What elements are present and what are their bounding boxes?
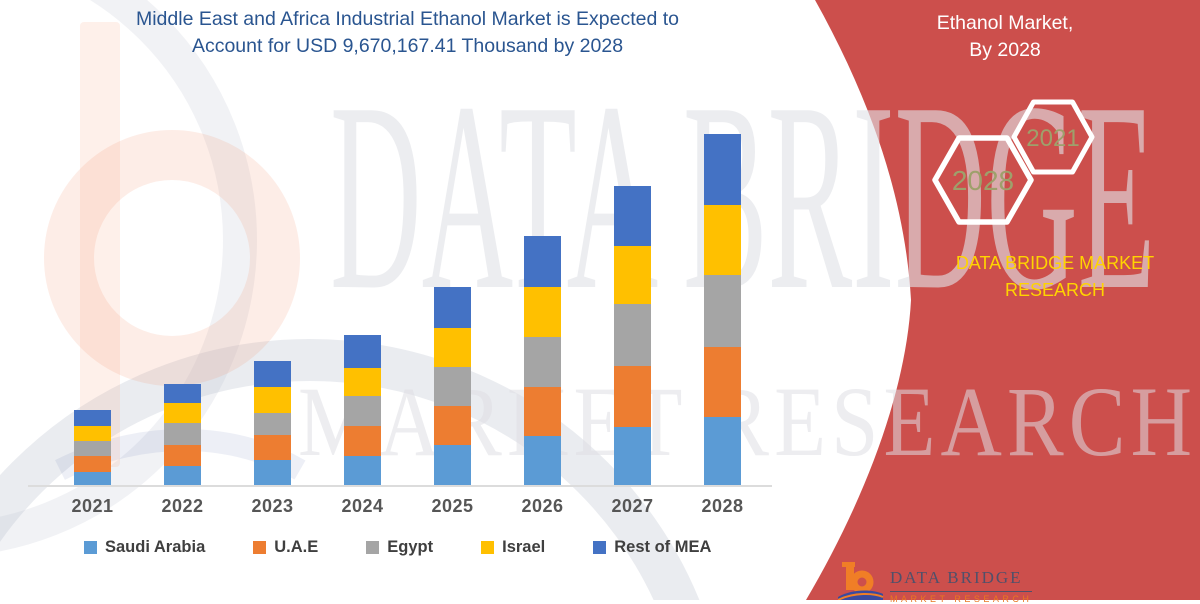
bar-column-2021 [74, 410, 111, 486]
bar-segment [254, 460, 291, 486]
bar-column-2026 [524, 236, 561, 486]
bar-segment [614, 246, 651, 304]
bar-column-2022 [164, 384, 201, 486]
bar-segment [344, 426, 381, 456]
data-bridge-logo-icon [838, 562, 884, 600]
bar-segment [254, 387, 291, 413]
bar-segment [524, 287, 561, 337]
bar-segment [704, 134, 741, 205]
x-axis-label: 2022 [161, 496, 204, 516]
legend-swatch [481, 541, 495, 554]
bar-segment [434, 406, 471, 445]
bar-segment [704, 275, 741, 347]
bar-segment [74, 456, 111, 472]
brand-text-line1: DATA BRIDGE MARKET [955, 253, 1155, 273]
bar-segment [434, 445, 471, 486]
x-axis-label: 2021 [71, 496, 114, 516]
legend-label: Israel [502, 538, 546, 556]
bar-segment [434, 328, 471, 367]
bar-segment [164, 445, 201, 466]
year-hexagons: 2021 2028 [932, 99, 1095, 225]
legend-label: Saudi Arabia [105, 538, 206, 556]
hexagon-2028-year: 2028 [952, 165, 1014, 196]
bar-segment [434, 287, 471, 328]
x-axis-label: 2025 [431, 496, 474, 516]
bar-column-2024 [344, 335, 381, 486]
chart-title: Middle East and Africa Industrial Ethano… [55, 6, 760, 60]
legend-swatch [253, 541, 267, 554]
bar-segment [524, 337, 561, 387]
legend-swatch [593, 541, 607, 554]
bar-segment [74, 426, 111, 441]
bar-segment [164, 466, 201, 486]
brand-text: DATA BRIDGE MARKET RESEARCH [920, 250, 1190, 304]
legend-label: Egypt [387, 538, 434, 556]
bar-column-2028 [704, 134, 741, 486]
legend-label: U.A.E [274, 538, 319, 556]
bar-column-2023 [254, 361, 291, 486]
legend-item: Israel [481, 538, 545, 557]
legend-swatch [366, 541, 380, 554]
chart-title-line1: Middle East and Africa Industrial Ethano… [135, 8, 680, 30]
x-axis-label: 2027 [611, 496, 654, 516]
x-axis-label: 2024 [341, 496, 384, 516]
bar-segment [614, 366, 651, 427]
hexagon-2021: 2021 [1011, 99, 1095, 175]
legend-item: U.A.E [253, 538, 318, 557]
bar-segment [344, 396, 381, 426]
bar-segment [434, 367, 471, 406]
x-axis-label: 2026 [521, 496, 564, 516]
logo-subtext: MARKET RESEARCH [890, 594, 1033, 604]
banner-heading-line1: Ethanol Market, [936, 12, 1074, 34]
bar-segment [524, 236, 561, 287]
hexagon-2021-year: 2021 [1026, 125, 1079, 152]
chart-legend: Saudi Arabia U.A.E Egypt Israel Rest of MEA [84, 538, 711, 557]
legend-swatch [84, 541, 97, 554]
legend-item: Rest of MEA [593, 538, 711, 557]
bar-segment [164, 384, 201, 403]
bar-segment [344, 456, 381, 486]
x-axis-line [28, 485, 772, 487]
bar-segment [704, 417, 741, 486]
bar-segment [614, 427, 651, 486]
chart-title-line2: Account for USD 9,670,167.41 Thousand by… [191, 35, 624, 57]
bar-segment [164, 423, 201, 445]
hexagon-2028: 2028 [932, 135, 1034, 225]
bar-segment [164, 403, 201, 423]
bar-segment [254, 435, 291, 460]
x-axis-labels: 2021 2022 2023 2024 2025 2026 2027 2028 [0, 496, 810, 522]
bar-segment [614, 304, 651, 366]
x-axis-label: 2028 [701, 496, 744, 516]
legend-item: Egypt [366, 538, 433, 557]
bar-segment [74, 410, 111, 426]
bar-segment [344, 335, 381, 368]
bar-segment [614, 186, 651, 246]
legend-label: Rest of MEA [614, 538, 712, 556]
bar-segment [704, 205, 741, 275]
banner-heading-line2: By 2028 [969, 39, 1041, 61]
bar-segment [344, 368, 381, 396]
bar-segment [254, 413, 291, 435]
bar-column-2025 [434, 287, 471, 486]
bar-segment [254, 361, 291, 387]
bar-segment [524, 436, 561, 486]
bar-column-2027 [614, 186, 651, 486]
plot-area [0, 126, 810, 486]
bar-segment [74, 441, 111, 456]
logo-name: DATA BRIDGE [890, 568, 1033, 592]
legend-item: Saudi Arabia [84, 538, 205, 557]
x-axis-label: 2023 [251, 496, 294, 516]
bar-segment [704, 347, 741, 417]
brand-text-line2: RESEARCH [1004, 280, 1106, 300]
bar-segment [524, 387, 561, 436]
bar-segment [74, 472, 111, 486]
banner-heading: Ethanol Market, By 2028 [860, 10, 1150, 64]
